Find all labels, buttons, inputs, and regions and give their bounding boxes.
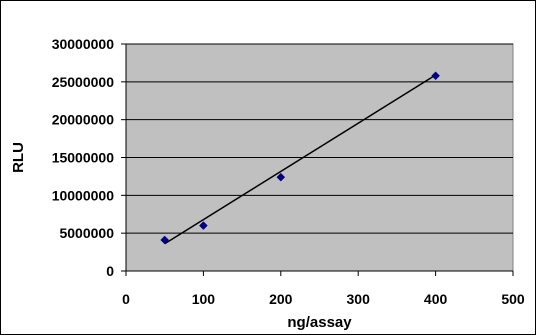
y-tick-label-3: 15000000 — [52, 150, 115, 166]
y-tick-label-2: 10000000 — [52, 187, 115, 203]
y-tick-label-0: 0 — [106, 263, 114, 279]
x-tick-label-4: 400 — [424, 291, 448, 307]
tick-labels: 0 5000000 10000000 15000000 20000000 25000000… — [52, 36, 525, 307]
x-tick-label-2: 200 — [269, 291, 293, 307]
trendline-layer — [164, 74, 436, 245]
x-axis-title: ng/assay — [287, 314, 352, 331]
y-tick-label-5: 25000000 — [52, 74, 115, 90]
data-point-0-0 — [160, 235, 170, 245]
x-tick-label-1: 100 — [192, 291, 216, 307]
points-layer — [160, 71, 440, 245]
axes — [121, 43, 514, 276]
gridlines — [126, 43, 513, 234]
y-axis-title: RLU — [10, 142, 27, 173]
y-tick-label-4: 20000000 — [52, 112, 115, 128]
x-tick-label-5: 500 — [501, 291, 525, 307]
data-point-0-2 — [276, 172, 286, 182]
trendline — [164, 74, 436, 245]
data-point-0-3 — [431, 71, 440, 81]
y-tick-label-6: 30000000 — [52, 36, 115, 52]
y-tick-label-1: 5000000 — [59, 225, 114, 241]
x-tick-label-0: 0 — [122, 291, 130, 307]
x-tick-label-3: 300 — [347, 291, 371, 307]
data-point-0-1 — [199, 221, 208, 230]
